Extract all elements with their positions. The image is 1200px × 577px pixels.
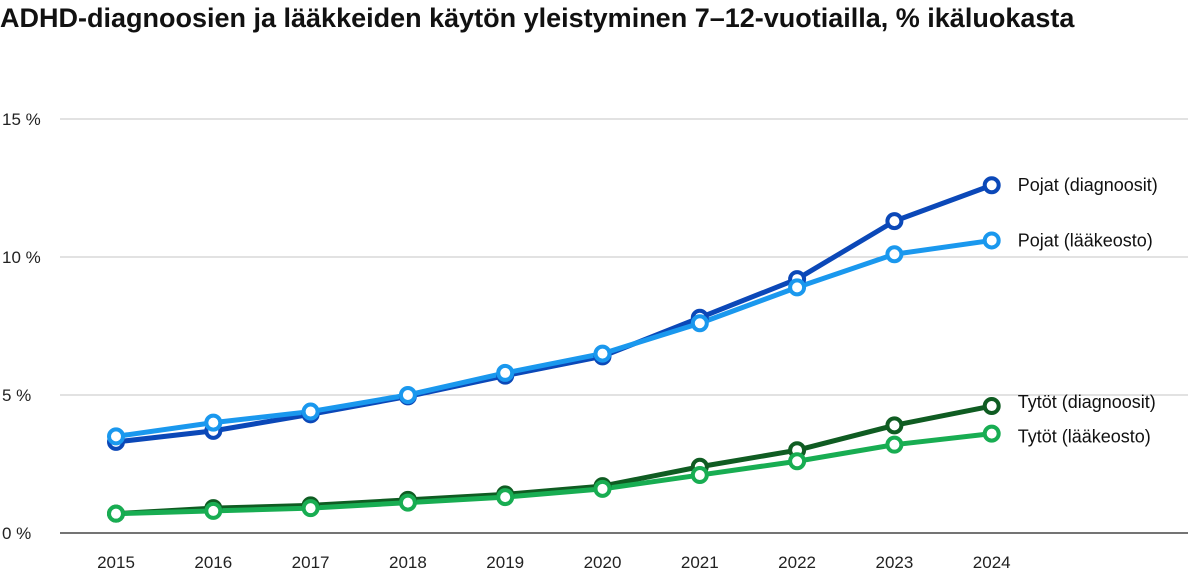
series-line-pojat-laakeosto	[113, 237, 995, 439]
data-point	[982, 176, 1001, 195]
series-line-tytot-laakeosto	[113, 431, 995, 517]
x-tick-label: 2019	[486, 553, 524, 572]
x-tick-label: 2024	[973, 553, 1011, 572]
data-point	[593, 479, 612, 498]
x-tick-label: 2023	[875, 553, 913, 572]
data-point	[885, 212, 904, 231]
series-line-pojat-diagnoosit	[113, 182, 995, 445]
data-point	[885, 416, 904, 435]
y-tick-label: 5 %	[2, 386, 31, 405]
x-tick-label: 2017	[292, 553, 330, 572]
series-labels: Pojat (diagnoosit) Pojat (lääkeosto) Tytöt…	[1018, 175, 1158, 446]
data-point	[690, 314, 709, 333]
grid-lines	[60, 118, 1188, 534]
data-point	[982, 424, 1001, 443]
data-point	[885, 435, 904, 454]
series-lines	[113, 182, 995, 517]
series-label-pojat-laakeosto: Pojat (lääkeosto)	[1018, 230, 1153, 250]
x-tick-label: 2018	[389, 553, 427, 572]
data-point	[982, 397, 1001, 416]
data-point	[107, 504, 125, 523]
x-tick-label: 2016	[194, 553, 232, 572]
data-point	[788, 452, 807, 471]
data-point	[204, 413, 223, 432]
data-point	[885, 245, 904, 264]
data-point	[690, 466, 709, 485]
y-tick-label: 0 %	[2, 524, 31, 543]
y-tick-label: 15 %	[2, 110, 41, 129]
data-point	[204, 501, 223, 520]
x-tick-label: 2020	[584, 553, 622, 572]
x-tick-label: 2021	[681, 553, 719, 572]
series-markers	[107, 176, 1001, 523]
data-point	[593, 344, 612, 363]
data-point	[398, 386, 417, 404]
x-tick-label: 2022	[778, 553, 816, 572]
data-point	[496, 488, 515, 507]
data-point	[301, 402, 320, 421]
series-line-tytot-diagnoosit	[113, 403, 995, 517]
series-label-tytot-diagnoosit: Tytöt (diagnoosit)	[1018, 392, 1156, 412]
data-point	[496, 363, 515, 382]
data-point	[788, 278, 807, 297]
x-tick-label: 2015	[97, 553, 135, 572]
y-axis-ticks: 0 % 5 % 10 % 15 %	[2, 110, 41, 543]
data-point	[107, 427, 125, 446]
data-point	[301, 499, 320, 518]
x-axis-ticks: 2015 2016 2017 2018 2019 2020 2021 2022 2023 2024	[97, 553, 1011, 572]
series-label-tytot-laakeosto: Tytöt (lääkeosto)	[1018, 427, 1151, 447]
y-tick-label: 10 %	[2, 248, 41, 267]
data-point	[982, 231, 1001, 250]
data-point	[398, 493, 417, 512]
series-label-pojat-diagnoosit: Pojat (diagnoosit)	[1018, 175, 1158, 195]
chart-title: ADHD-diagnoosien ja lääkkeiden käytön yl…	[0, 3, 1075, 33]
